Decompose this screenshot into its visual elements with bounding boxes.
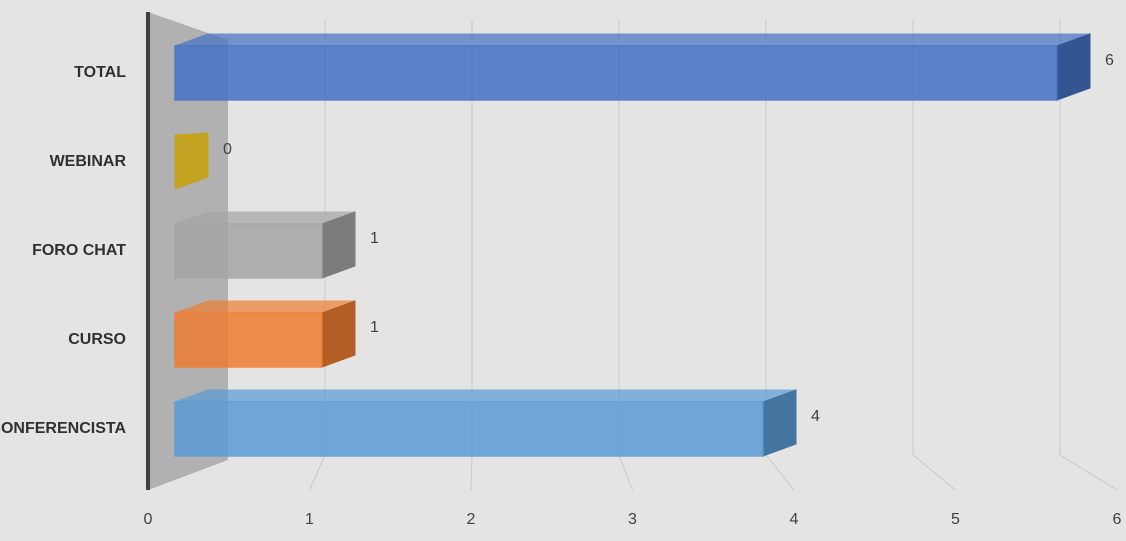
grid-line	[912, 20, 956, 491]
bar	[174, 300, 356, 368]
y-tick-label: CONFERENCISTA	[0, 420, 126, 437]
bar-end	[1056, 33, 1091, 101]
y-tick-label: FORO CHAT	[32, 242, 126, 259]
bar-front	[174, 223, 323, 279]
bar	[174, 389, 797, 457]
x-tick-label: 6	[1113, 511, 1122, 528]
value-label: 1	[370, 230, 379, 247]
bar-front	[174, 401, 764, 457]
bar-top	[174, 389, 797, 403]
x-tick-label: 1	[305, 511, 314, 528]
x-tick-label: 4	[790, 511, 799, 528]
value-label: 6	[1105, 52, 1114, 69]
grid-line	[1059, 20, 1118, 491]
value-label: 0	[223, 141, 232, 158]
bar	[174, 132, 209, 190]
bar-top	[174, 33, 1091, 47]
value-label: 4	[811, 408, 820, 425]
bar-end	[321, 211, 356, 279]
bar-end	[762, 389, 797, 457]
bar-front	[174, 312, 323, 368]
bar-face	[174, 132, 209, 190]
bar-front	[174, 45, 1058, 101]
bar	[174, 33, 1091, 101]
x-tick-label: 5	[951, 511, 960, 528]
bar-end	[321, 300, 356, 368]
y-tick-label: WEBINAR	[50, 153, 127, 170]
x-tick-label: 0	[144, 511, 153, 528]
y-tick-label: CURSO	[68, 331, 126, 348]
x-tick-label: 2	[467, 511, 476, 528]
x-tick-label: 3	[628, 511, 637, 528]
bar	[174, 211, 356, 279]
y-tick-label: TOTAL	[74, 64, 126, 81]
value-label: 1	[370, 319, 379, 336]
